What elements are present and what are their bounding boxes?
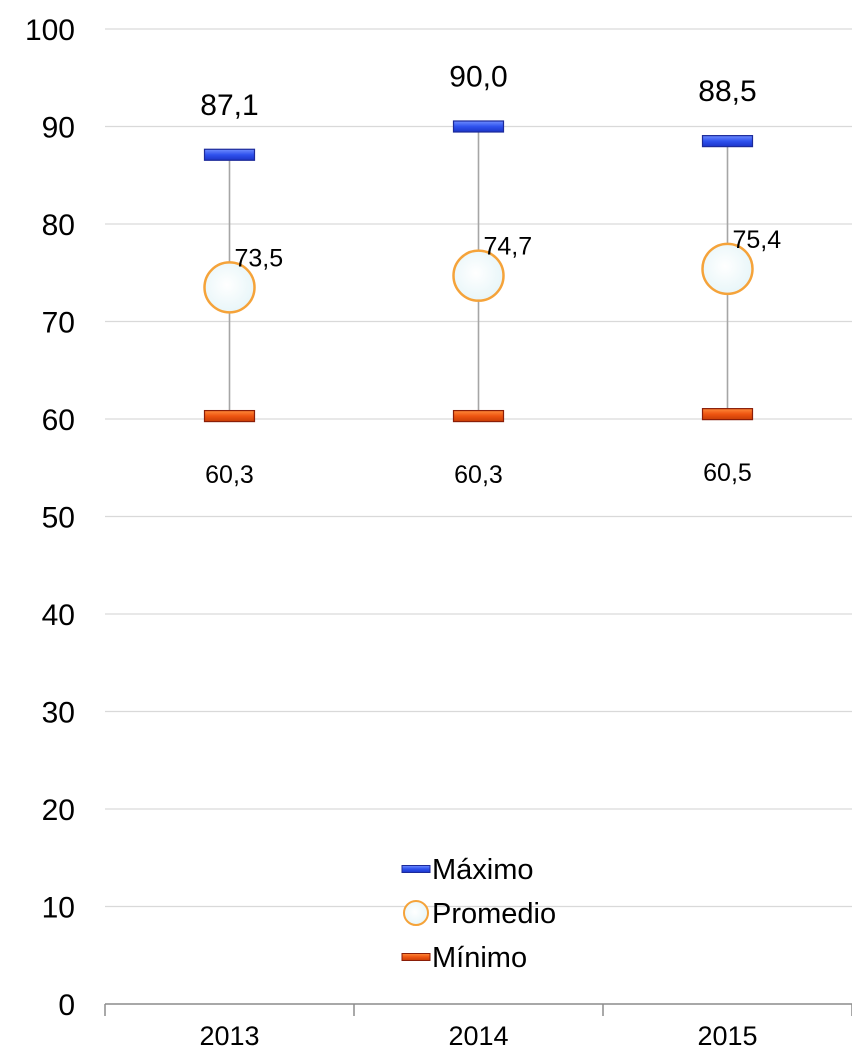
max-marker xyxy=(203,148,256,161)
legend-max-icon xyxy=(401,865,431,873)
y-tick-label: 20 xyxy=(42,794,75,827)
data-labels: 87,1 90,0 88,5 60,3 60,3 60,5 73,5 74,7 75,4 xyxy=(200,61,781,490)
max-marker xyxy=(701,135,754,148)
y-tick-label: 100 xyxy=(25,14,75,47)
min-marker xyxy=(452,409,505,423)
avg-data-label: 73,5 xyxy=(235,244,284,272)
avg-marker xyxy=(701,242,754,296)
legend-label: Promedio xyxy=(432,898,556,930)
y-tick-label: 80 xyxy=(42,209,75,242)
legend-min-icon xyxy=(401,953,431,961)
y-tick-label: 0 xyxy=(58,989,75,1022)
max-data-label: 90,0 xyxy=(449,61,507,94)
x-tick-label: 2013 xyxy=(199,1021,259,1051)
min-data-label: 60,3 xyxy=(205,461,254,489)
y-tick-label: 40 xyxy=(42,599,75,632)
x-tick-label: 2014 xyxy=(448,1021,508,1051)
min-data-label: 60,5 xyxy=(703,459,752,487)
avg-data-label: 74,7 xyxy=(484,233,533,261)
min-marker xyxy=(203,409,256,423)
min-marker xyxy=(701,408,754,421)
avg-marker xyxy=(452,249,505,302)
max-marker xyxy=(452,120,505,133)
avg-marker xyxy=(203,261,256,314)
data-markers xyxy=(203,120,754,423)
legend: Máximo Promedio Mínimo xyxy=(401,854,556,974)
y-tick-label: 60 xyxy=(42,404,75,437)
max-data-label: 87,1 xyxy=(200,89,258,122)
legend-label: Máximo xyxy=(432,854,534,886)
y-tick-label: 70 xyxy=(42,307,75,340)
x-tick-label: 2015 xyxy=(697,1021,757,1051)
y-tick-label: 30 xyxy=(42,697,75,730)
avg-data-label: 75,4 xyxy=(733,226,782,254)
legend-avg-icon xyxy=(403,900,429,926)
y-tick-label: 10 xyxy=(42,892,75,925)
y-tick-label: 50 xyxy=(42,502,75,535)
y-tick-label: 90 xyxy=(42,112,75,145)
legend-label: Mínimo xyxy=(432,942,527,974)
max-data-label: 88,5 xyxy=(698,75,756,108)
axes: 0 10 20 30 40 50 60 70 80 90 100 2013 2014 2015 xyxy=(25,14,852,1051)
min-data-label: 60,3 xyxy=(454,461,503,489)
